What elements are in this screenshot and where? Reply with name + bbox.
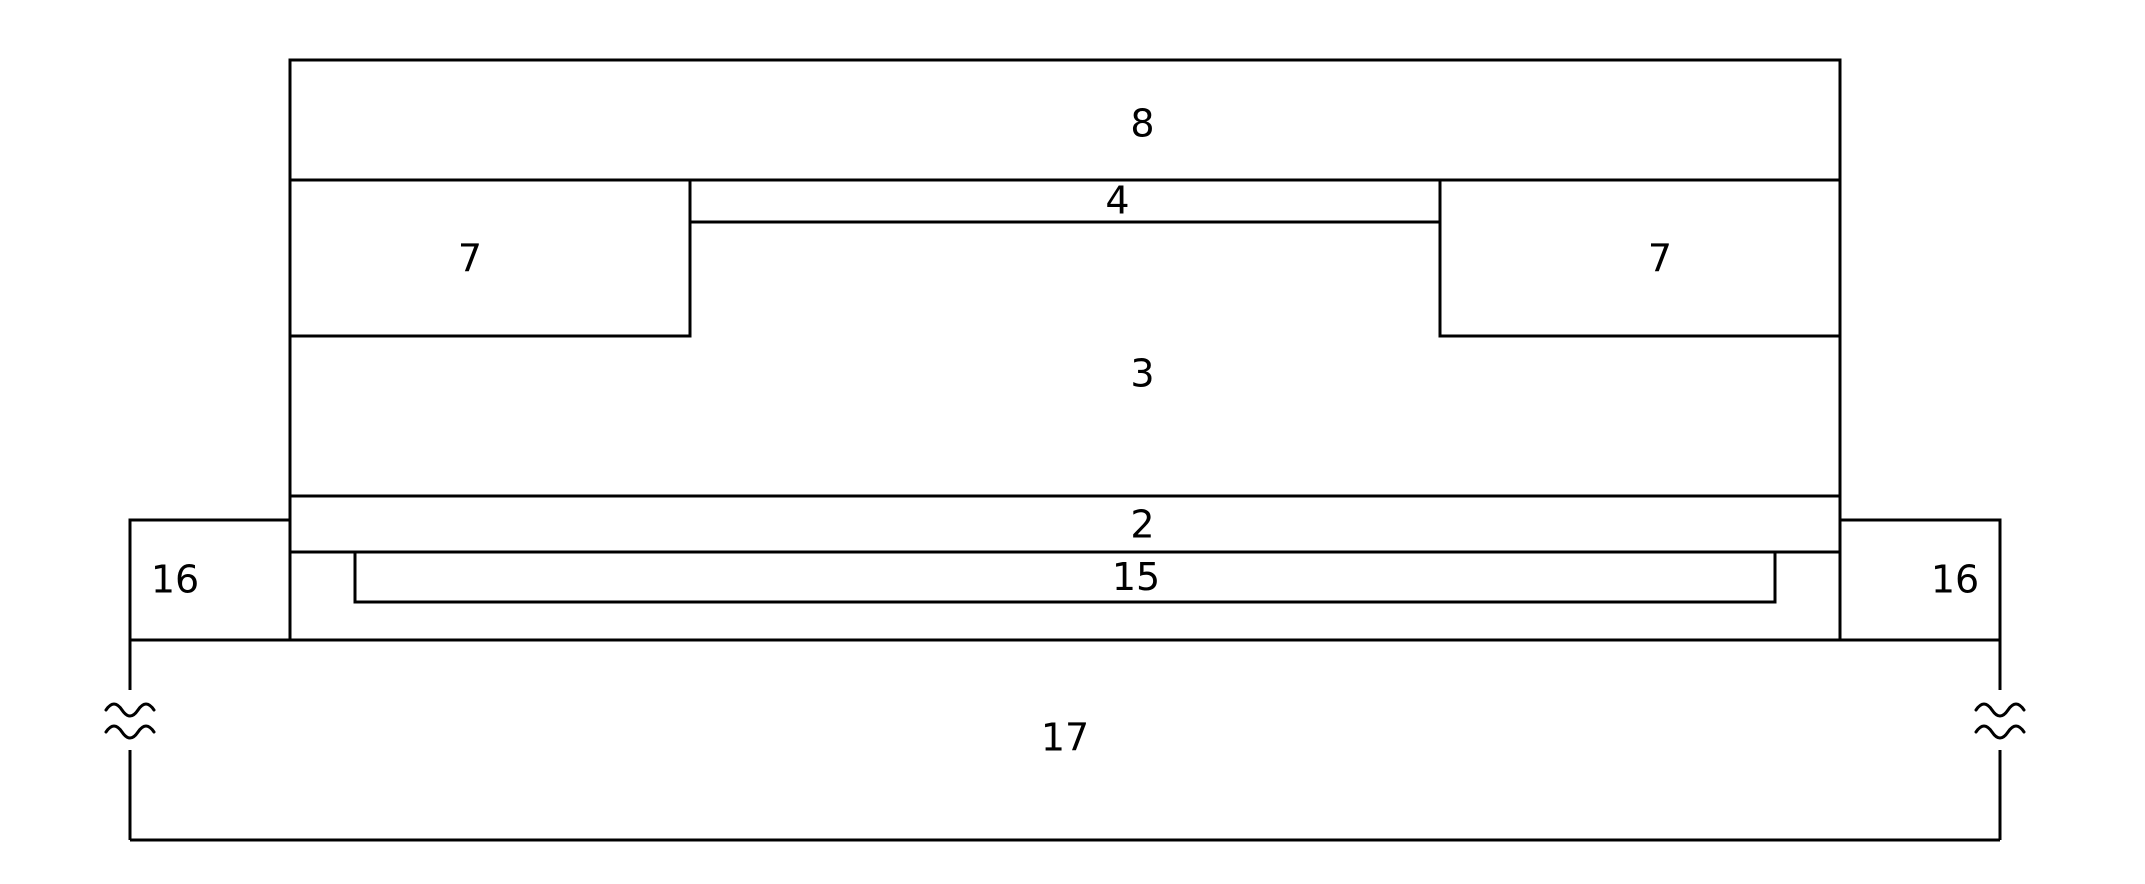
layer-7-right-label: 7 xyxy=(1648,237,1672,281)
layer-15-label: 15 xyxy=(1112,555,1160,599)
layer-16-left-label: 16 xyxy=(151,558,199,602)
layer-7-left xyxy=(290,180,690,336)
break-mask xyxy=(1972,690,2028,750)
layer-16-right-label: 16 xyxy=(1931,558,1979,602)
cross-section-diagram: 84 7 7 3 2 16 16 15 17 xyxy=(0,0,2145,884)
layer-2-label: 2 xyxy=(1130,502,1154,546)
layer-3-label: 3 xyxy=(1130,352,1154,396)
layer-7-right xyxy=(1440,180,1840,336)
layer-4 xyxy=(690,180,1440,222)
layer-4-label: 4 xyxy=(1105,179,1129,223)
layer-15 xyxy=(355,552,1775,602)
layer-8 xyxy=(290,60,1840,180)
break-mask xyxy=(102,690,158,750)
layer-7-left-label: 7 xyxy=(458,237,482,281)
layer-17-label: 17 xyxy=(1041,716,1089,760)
layer-8-label: 8 xyxy=(1130,102,1154,146)
layer-2 xyxy=(290,496,1840,552)
